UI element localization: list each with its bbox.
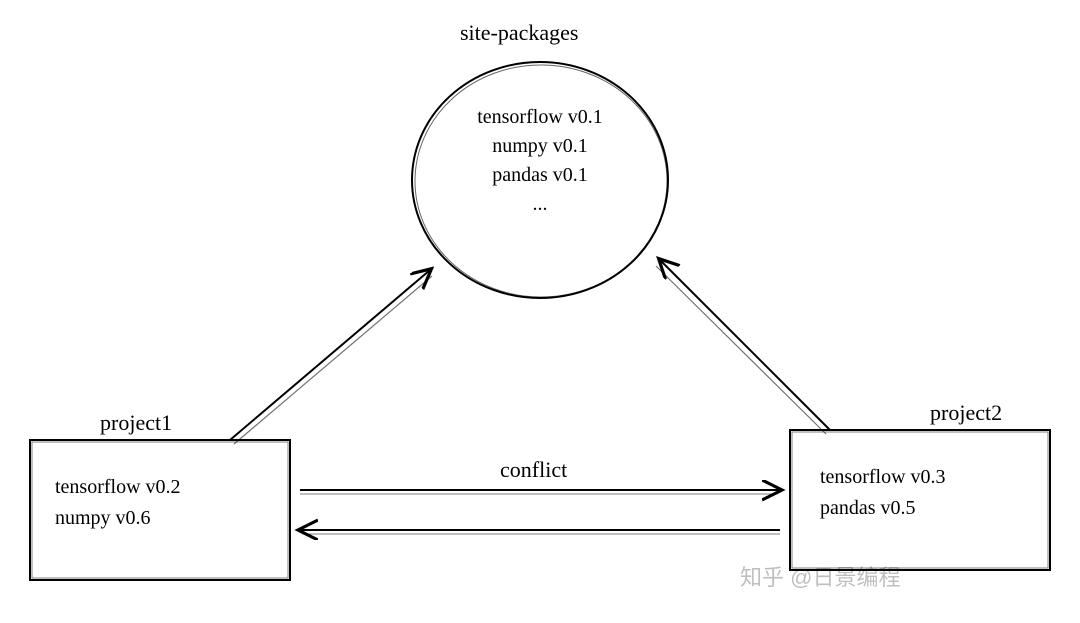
project1-line-1: numpy v0.6 [55, 507, 181, 530]
site-packages-title: site-packages [460, 18, 579, 49]
site-packages-line-3: ... [430, 193, 650, 216]
site-packages-line-2: pandas v0.1 [430, 164, 650, 187]
watermark-text: 知乎 @日景编程 [740, 560, 900, 592]
project2-contents: tensorflow v0.3 pandas v0.5 [820, 458, 946, 528]
conflict-label: conflict [500, 455, 567, 486]
project1-title: project1 [100, 408, 172, 439]
edge-p1-to-site-shadow [234, 276, 432, 444]
project1-line-0: tensorflow v0.2 [55, 476, 181, 499]
project2-title: project2 [930, 398, 1002, 429]
edge-p2-to-site-shadow [656, 266, 826, 434]
project2-line-1: pandas v0.5 [820, 497, 946, 520]
site-packages-contents: tensorflow v0.1 numpy v0.1 pandas v0.1 .… [430, 100, 650, 222]
site-packages-line-0: tensorflow v0.1 [430, 106, 650, 129]
edge-p2-to-site [660, 260, 830, 430]
project1-contents: tensorflow v0.2 numpy v0.6 [55, 468, 181, 538]
site-packages-line-1: numpy v0.1 [430, 135, 650, 158]
project2-line-0: tensorflow v0.3 [820, 466, 946, 489]
edge-p1-to-site [230, 270, 430, 440]
